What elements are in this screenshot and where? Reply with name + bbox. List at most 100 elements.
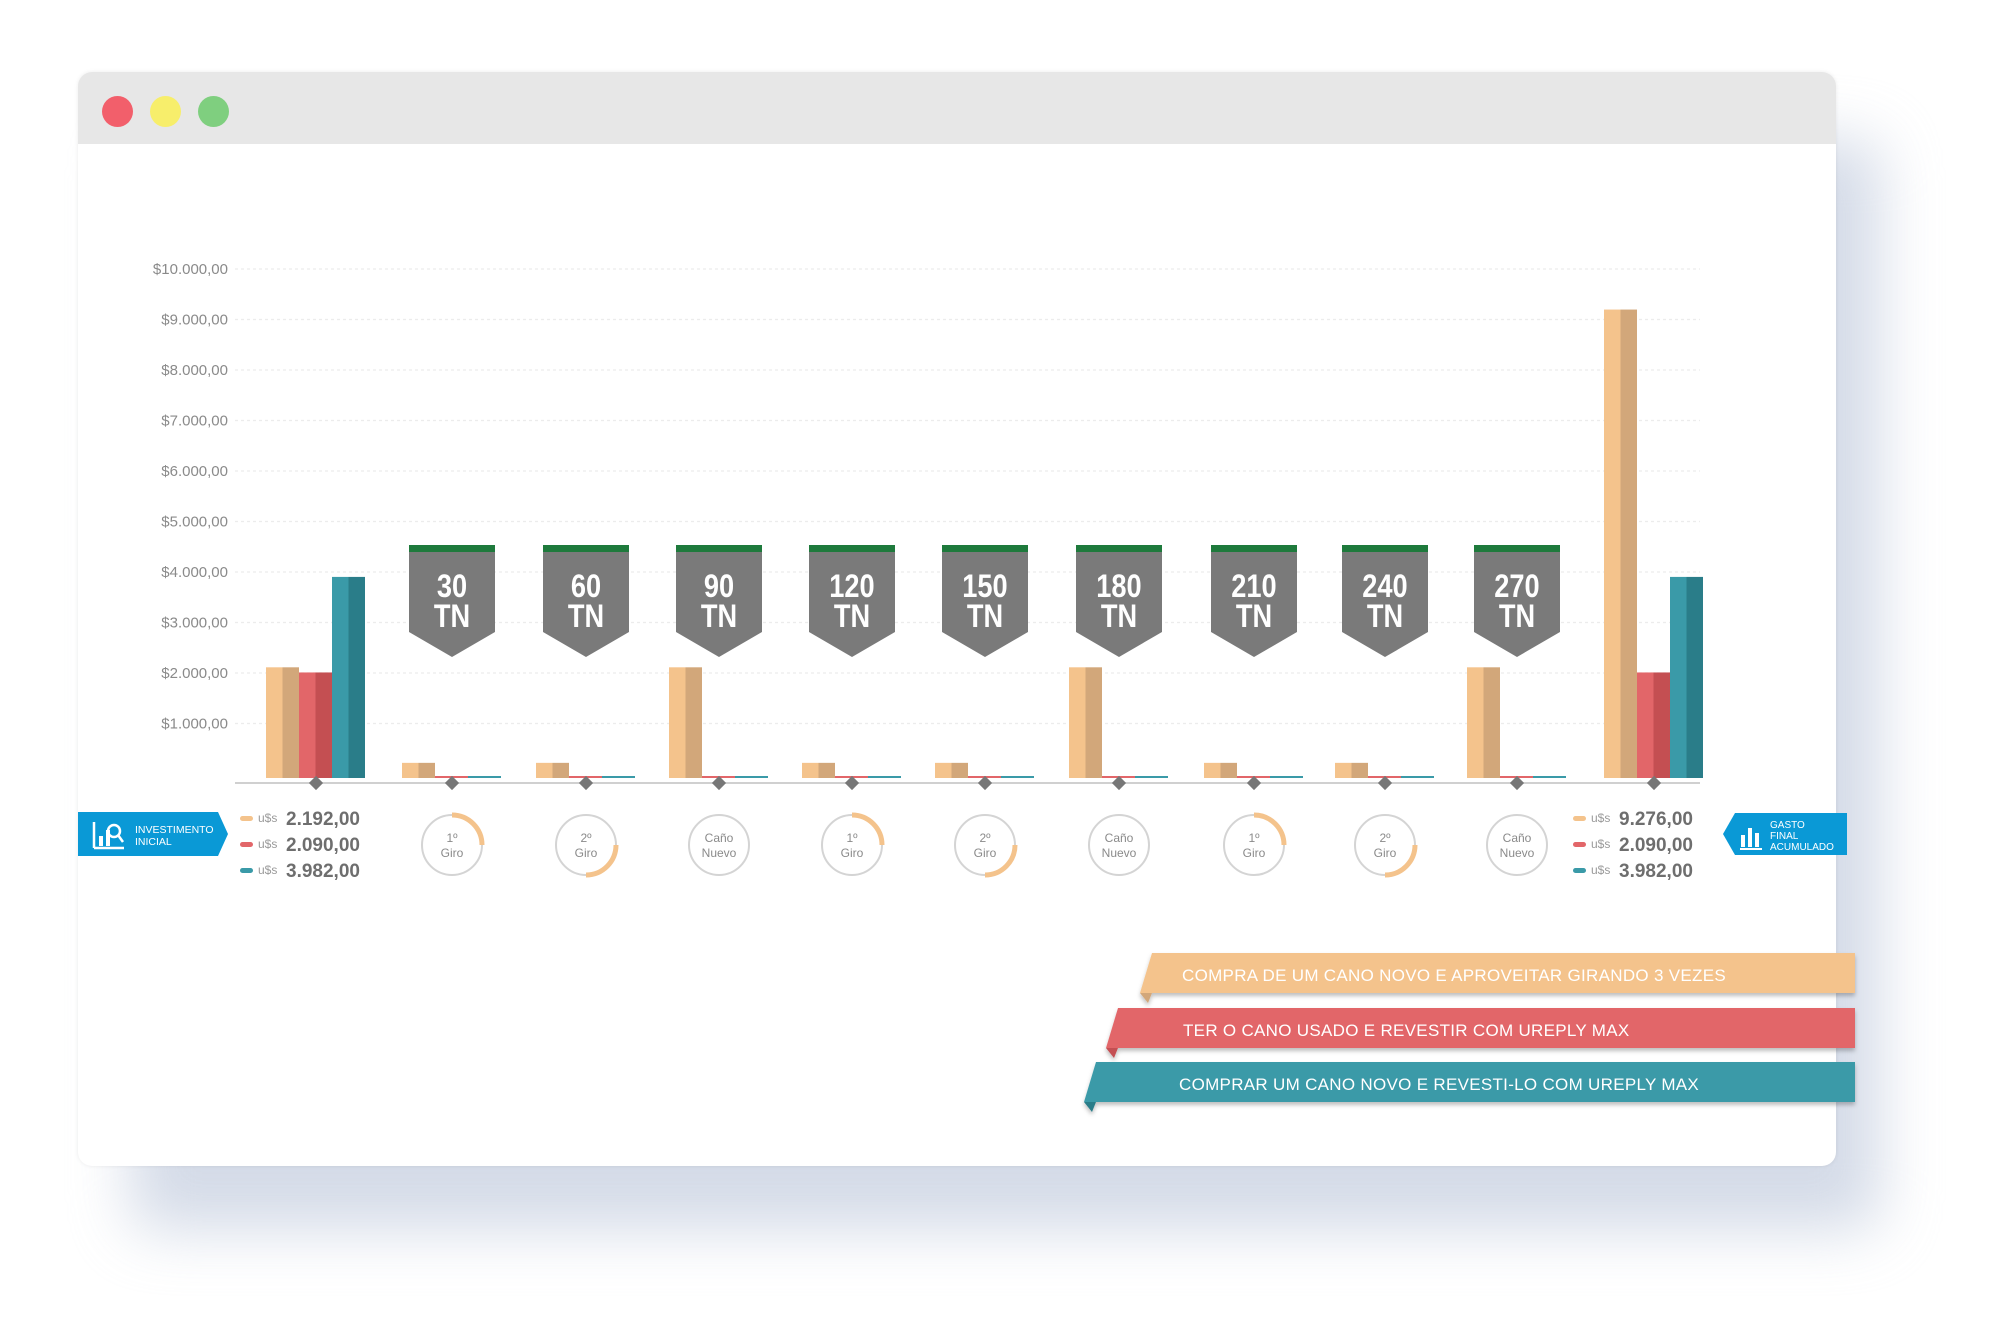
currency-label: u$s (258, 837, 277, 851)
value-swatch (1573, 842, 1586, 847)
banner-body (942, 552, 1028, 657)
banner-number: 240 (1362, 569, 1407, 605)
bar-group (1069, 667, 1168, 778)
bar-teal-zero (1401, 776, 1434, 778)
banner-unit: TN (1101, 599, 1137, 635)
axis-marker (578, 775, 594, 791)
circle-label-line1: 2º (580, 831, 592, 845)
banner-body (809, 552, 895, 657)
currency-label: u$s (258, 863, 277, 877)
bar-teal-zero (468, 776, 501, 778)
bar-group (1335, 762, 1434, 778)
y-tick-label: $2.000,00 (161, 665, 228, 682)
value-amount: 2.192,00 (286, 809, 360, 830)
close-button[interactable] (102, 96, 133, 127)
bar-orange (802, 762, 819, 778)
bar-teal-zero (1270, 776, 1303, 778)
bar-orange (935, 762, 952, 778)
value-amount: 2.090,00 (286, 835, 360, 856)
circle-ring (1088, 814, 1150, 876)
bar-orange-shade (552, 762, 569, 778)
bar-teal (1670, 576, 1687, 778)
banner-body (1474, 552, 1560, 657)
legend-ribbon-orange (1140, 953, 1855, 1003)
banner-body (676, 552, 762, 657)
initial-investment-badge: INVESTIMENTO INICIAL (78, 812, 228, 856)
axis-marker (1377, 775, 1393, 791)
progress-arc (585, 844, 619, 878)
progress-arc (984, 844, 1018, 878)
circle-label-line1: Caño (705, 831, 734, 845)
banner-top-stripe (1211, 545, 1297, 552)
bar-orange (1069, 667, 1086, 778)
axis-marker (1646, 775, 1662, 791)
y-axis-labels: $10.000,00 $9.000,00 $8.000,00 $7.000,00 $6.… (153, 261, 228, 733)
progress-arc (1253, 812, 1287, 846)
value-swatch (1573, 868, 1586, 873)
value-swatch (240, 816, 253, 821)
circle-label-line2: Giro (1374, 846, 1397, 860)
bar-orange (1335, 762, 1352, 778)
banner-number: 90 (704, 569, 734, 605)
circle-label-line2: Giro (841, 846, 864, 860)
bar-red (299, 672, 316, 778)
badge-label-line1: GASTO (1770, 820, 1805, 831)
circle-label-line2: Giro (575, 846, 598, 860)
banner-unit: TN (1499, 599, 1535, 635)
legend-label-orange: COMPRA DE UM CANO NOVO E APROVEITAR GIRA… (1182, 966, 1726, 985)
banner-body (1076, 552, 1162, 657)
banner-body (1342, 552, 1428, 657)
bar-chart-icon (1740, 828, 1762, 850)
bar-orange-shade (282, 667, 299, 778)
bar-red-shade (315, 672, 332, 778)
circle-ring (1486, 814, 1548, 876)
legend-ribbon-red (1106, 1008, 1855, 1058)
bar-orange-shade (418, 762, 435, 778)
axis-marker (977, 775, 993, 791)
bar-teal-zero (1135, 776, 1168, 778)
maximize-button[interactable] (198, 96, 229, 127)
axis-marker (844, 775, 860, 791)
legend-label-red: TER O CANO USADO E REVESTIR COM UREPLY M… (1183, 1021, 1630, 1040)
minimize-button[interactable] (150, 96, 181, 127)
banner-number: 210 (1231, 569, 1276, 605)
final-spend-badge: GASTO FINAL ACUMULADO (1723, 813, 1847, 855)
banner-top-stripe (1474, 545, 1560, 552)
circle-label-line1: 1º (1248, 831, 1260, 845)
bar-teal-zero (1533, 776, 1566, 778)
circle-label-line2: Nuevo (1500, 846, 1535, 860)
value-amount: 3.982,00 (286, 861, 360, 882)
bar-group (669, 667, 768, 778)
bar-orange-shade (818, 762, 835, 778)
bar-orange-shade (1085, 667, 1102, 778)
bar-teal-shade (348, 576, 365, 778)
progress-arc (451, 812, 485, 846)
value-amount: 9.276,00 (1619, 809, 1693, 830)
bar-teal-zero (735, 776, 768, 778)
final-spend-values: u$s 9.276,00 u$s 2.090,00 u$s 3.982,00 (1573, 809, 1693, 882)
currency-label: u$s (1591, 811, 1610, 825)
banner-top-stripe (409, 545, 495, 552)
circle-ring (688, 814, 750, 876)
badge-label-line2: FINAL (1770, 831, 1799, 842)
bar-teal (332, 576, 349, 778)
banner-unit: TN (967, 599, 1003, 635)
y-tick-label: $3.000,00 (161, 615, 228, 632)
y-tick-label: $10.000,00 (153, 261, 228, 278)
bar-orange-shade (1220, 762, 1237, 778)
bar-group (402, 762, 501, 778)
value-amount: 2.090,00 (1619, 835, 1693, 856)
bar-group (935, 762, 1034, 778)
bar-group (1204, 762, 1303, 778)
